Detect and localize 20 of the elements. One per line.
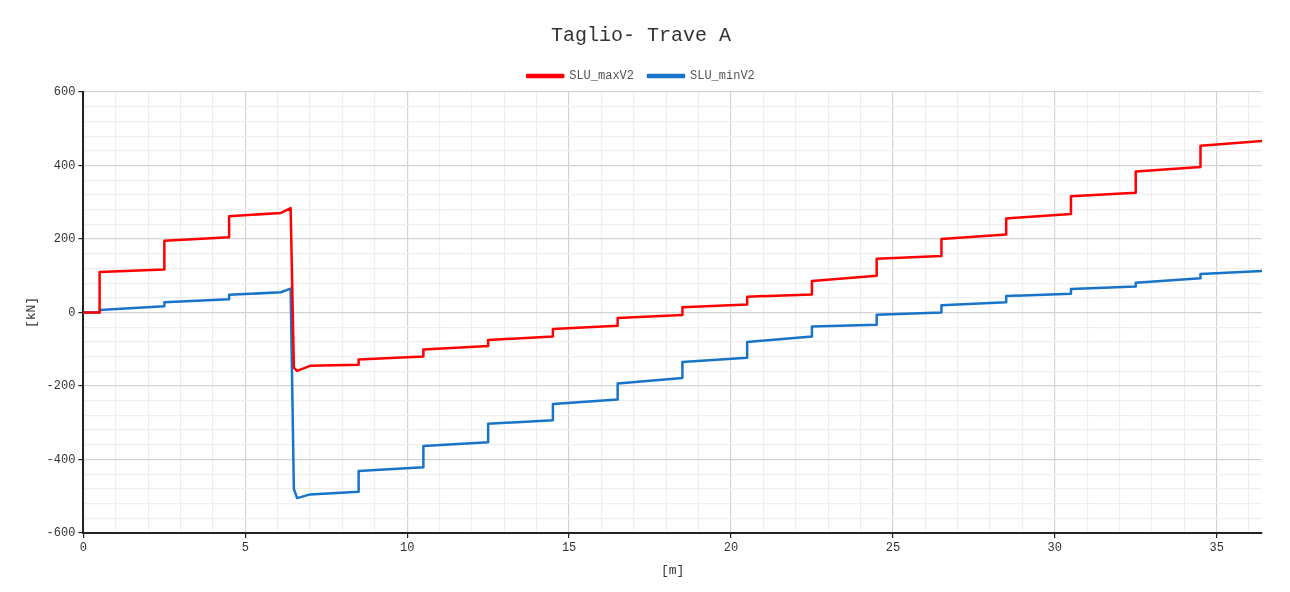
y-tick-label: -200 [46, 379, 76, 394]
x-tick-label: 15 [561, 541, 577, 556]
y-tick-label: 200 [53, 232, 76, 247]
x-tick-label: 10 [399, 541, 415, 556]
chart-title: Taglio- Trave A [550, 24, 732, 48]
x-axis-title: [m] [661, 562, 685, 578]
x-tick-label: 20 [723, 541, 739, 556]
x-tick-label: 35 [1209, 541, 1224, 556]
y-tick-label: -400 [46, 452, 76, 467]
legend-label: SLU_maxV2 [569, 69, 634, 84]
y-tick-label: 600 [53, 85, 76, 100]
x-tick-label: 5 [241, 541, 249, 556]
y-tick-label: 400 [53, 158, 76, 173]
x-tick-label: 30 [1047, 541, 1062, 556]
y-tick-label: 0 [68, 305, 76, 320]
x-tick-label: 25 [885, 541, 901, 556]
y-axis-title: [kN] [24, 296, 40, 329]
legend-label: SLU_minV2 [690, 69, 755, 84]
y-tick-label: -600 [46, 526, 76, 541]
x-tick-label: 0 [79, 541, 88, 556]
